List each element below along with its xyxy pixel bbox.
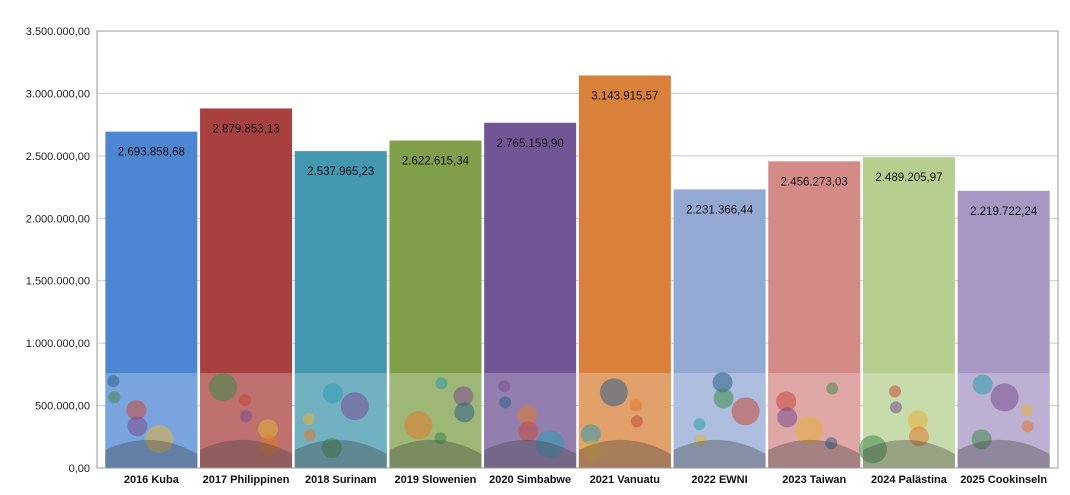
poster-image bbox=[484, 373, 577, 468]
poster-image bbox=[957, 373, 1050, 468]
poster-image bbox=[858, 373, 955, 468]
y-tick-label: 3.500.000,00 bbox=[26, 26, 90, 38]
category-label: 2019 Slowenien bbox=[394, 474, 476, 486]
poster-images bbox=[105, 372, 1050, 468]
y-tick-label: 3.000.000,00 bbox=[26, 88, 90, 100]
data-labels: 2.693.858,68 2.879.853,13 2.537.965,23 2.62… bbox=[118, 90, 1038, 217]
data-label: 2.489.205,97 bbox=[875, 172, 942, 184]
data-label: 2.231.366,44 bbox=[686, 204, 754, 216]
data-label: 2.537.965,23 bbox=[307, 166, 374, 178]
poster-image bbox=[768, 373, 861, 468]
category-label: 2016 Kuba bbox=[124, 474, 180, 486]
y-tick-label: 0,00 bbox=[69, 463, 90, 475]
data-label: 3.143.915,57 bbox=[591, 90, 658, 102]
category-label: 2024 Palästina bbox=[871, 474, 948, 486]
poster-image bbox=[578, 373, 671, 468]
category-label: 2022 EWNI bbox=[691, 474, 747, 486]
plot-frame bbox=[96, 30, 1059, 469]
y-axis-tick-labels: 0,00 500.000,00 1.000.000,00 1.500.000,00 2.… bbox=[26, 26, 90, 475]
category-label: 2025 Cookinseln bbox=[960, 474, 1047, 486]
category-label: 2023 Taiwan bbox=[782, 474, 846, 486]
data-label: 2.456.273,03 bbox=[781, 176, 848, 188]
data-label: 2.622.615,34 bbox=[402, 156, 470, 168]
data-label: 2.879.853,13 bbox=[212, 123, 279, 135]
y-tick-label: 500.000,00 bbox=[35, 401, 90, 413]
poster-image bbox=[105, 373, 198, 468]
y-tick-label: 2.000.000,00 bbox=[26, 213, 90, 225]
category-label: 2020 Simbabwe bbox=[489, 474, 571, 486]
y-tick-label: 1.000.000,00 bbox=[26, 338, 90, 350]
poster-image bbox=[294, 373, 387, 468]
data-label: 2.693.858,68 bbox=[118, 147, 185, 159]
x-axis-category-labels: 2016 Kuba 2017 Philippinen 2018 Surinam 201… bbox=[124, 474, 1047, 486]
y-tick-label: 2.500.000,00 bbox=[26, 151, 90, 163]
poster-image bbox=[389, 373, 482, 468]
y-tick-label: 1.500.000,00 bbox=[26, 276, 90, 288]
poster-image bbox=[673, 372, 766, 468]
data-label: 2.765.159,90 bbox=[497, 138, 564, 150]
data-label: 2.219.722,24 bbox=[970, 206, 1038, 218]
poster-image bbox=[200, 373, 293, 468]
category-label: 2018 Surinam bbox=[305, 474, 377, 486]
category-label: 2017 Philippinen bbox=[203, 474, 290, 486]
category-label: 2021 Vanuatu bbox=[590, 474, 660, 486]
